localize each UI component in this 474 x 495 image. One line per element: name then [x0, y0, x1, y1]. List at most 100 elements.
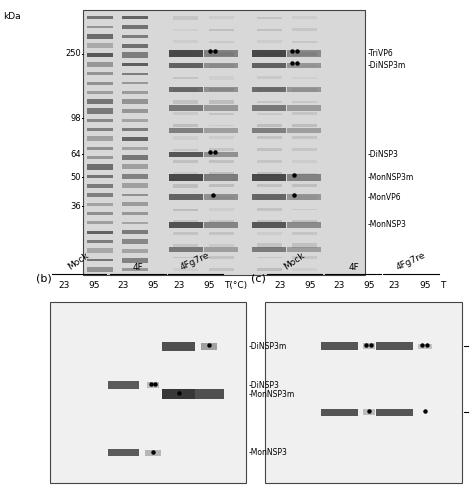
Bar: [173, 197, 199, 198]
Text: 23: 23: [118, 281, 129, 290]
Bar: [375, 342, 413, 350]
Bar: [87, 202, 113, 206]
Bar: [173, 136, 199, 140]
Bar: [292, 65, 317, 67]
Bar: [252, 247, 286, 252]
Bar: [87, 34, 113, 39]
Bar: [363, 343, 374, 349]
Bar: [122, 91, 148, 94]
Bar: [256, 29, 282, 31]
Bar: [204, 87, 238, 92]
Bar: [122, 128, 148, 131]
Bar: [209, 136, 234, 140]
Bar: [87, 16, 113, 19]
Bar: [173, 99, 199, 103]
Bar: [292, 256, 317, 259]
Bar: [292, 184, 317, 187]
Bar: [173, 233, 199, 235]
Bar: [87, 231, 113, 234]
Bar: [256, 17, 282, 19]
Bar: [87, 241, 113, 243]
Bar: [209, 172, 234, 175]
Bar: [87, 221, 113, 224]
Bar: [87, 53, 113, 57]
Bar: [287, 87, 321, 92]
Text: (b): (b): [36, 274, 51, 284]
Bar: [122, 257, 148, 262]
Bar: [173, 172, 199, 175]
Bar: [209, 89, 234, 91]
Bar: [122, 73, 148, 75]
Bar: [173, 268, 199, 271]
Bar: [292, 232, 317, 235]
Text: 95: 95: [363, 281, 374, 290]
Bar: [256, 232, 282, 235]
Bar: [204, 105, 238, 110]
Text: -DiNSP3: -DiNSP3: [367, 149, 398, 159]
Bar: [87, 26, 113, 28]
Bar: [173, 184, 199, 188]
Bar: [292, 124, 317, 127]
Bar: [173, 148, 199, 151]
Bar: [292, 244, 317, 248]
Bar: [209, 232, 234, 236]
Bar: [87, 62, 113, 67]
Bar: [252, 105, 286, 110]
Text: 23: 23: [389, 281, 400, 290]
Bar: [122, 119, 148, 122]
Text: -DiNSP3m: -DiNSP3m: [248, 342, 287, 351]
Bar: [256, 88, 282, 91]
Bar: [292, 220, 317, 223]
Bar: [256, 113, 282, 115]
Bar: [204, 50, 238, 57]
Bar: [122, 147, 148, 149]
Bar: [292, 196, 317, 199]
Bar: [252, 222, 286, 228]
Bar: [204, 195, 238, 200]
Text: 98: 98: [71, 114, 81, 123]
Bar: [87, 91, 113, 94]
Bar: [209, 125, 234, 127]
Bar: [287, 128, 321, 133]
Bar: [292, 41, 317, 43]
Bar: [87, 175, 113, 178]
Bar: [169, 247, 203, 252]
Bar: [87, 248, 113, 253]
Bar: [287, 247, 321, 252]
Bar: [122, 52, 148, 58]
Text: T(°C): T(°C): [224, 281, 247, 290]
Bar: [87, 212, 113, 215]
Bar: [256, 65, 282, 67]
Bar: [122, 183, 148, 188]
Bar: [122, 35, 148, 38]
Bar: [209, 29, 234, 31]
Bar: [256, 101, 282, 102]
Bar: [209, 64, 234, 68]
Bar: [256, 76, 282, 79]
Bar: [122, 248, 148, 253]
Bar: [169, 62, 203, 68]
Text: 23: 23: [59, 281, 70, 290]
Bar: [292, 137, 317, 139]
Text: 23: 23: [173, 281, 184, 290]
Bar: [173, 77, 199, 79]
Bar: [173, 256, 199, 258]
Bar: [122, 137, 148, 142]
Bar: [122, 99, 148, 104]
Bar: [173, 88, 199, 92]
Text: Mock: Mock: [282, 251, 307, 272]
Text: 95: 95: [88, 281, 100, 290]
Bar: [252, 195, 286, 200]
Text: 95: 95: [419, 281, 430, 290]
Bar: [252, 62, 286, 68]
Text: 36: 36: [70, 202, 81, 211]
Bar: [87, 259, 113, 261]
Bar: [163, 342, 195, 351]
Bar: [256, 172, 282, 176]
Bar: [204, 222, 238, 228]
Bar: [209, 220, 234, 223]
Bar: [169, 222, 203, 228]
Bar: [122, 174, 148, 179]
Text: 95: 95: [304, 281, 316, 290]
Bar: [418, 344, 432, 349]
